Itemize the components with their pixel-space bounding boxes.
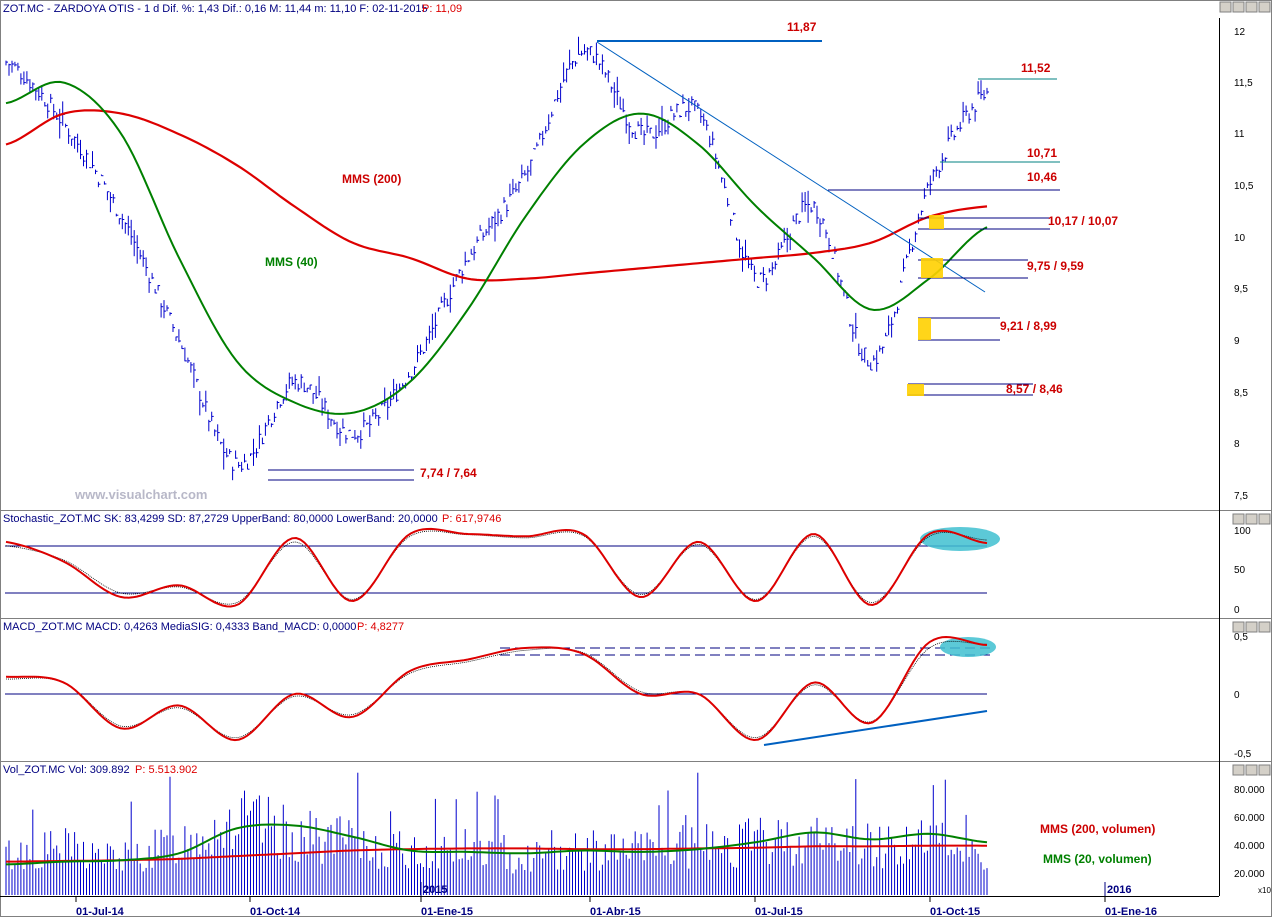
macd-minimize-button[interactable] (1232, 621, 1245, 633)
price-tick: 11 (1234, 129, 1245, 140)
price-tick: 8,5 (1234, 388, 1248, 399)
highlight-box (907, 384, 924, 396)
maximize-button[interactable] (1232, 1, 1245, 13)
downtrend-line (596, 41, 986, 293)
x-tick-label: 01-Ene-16 (1105, 906, 1157, 917)
year-label: 2015 (423, 884, 447, 896)
volume-series (5, 772, 988, 895)
macd-support-trendline (763, 710, 988, 746)
restore-button[interactable] (1245, 1, 1258, 13)
stoch-sd-line (5, 530, 988, 605)
level-label: 9,21 / 8,99 (1000, 319, 1057, 333)
stoch-tick: 100 (1234, 526, 1251, 537)
mms40-line (5, 80, 988, 415)
level-label: 7,74 / 7,64 (420, 466, 477, 480)
year-label: 2016 (1107, 884, 1131, 896)
price-panel-last: P: 11,09 (422, 3, 462, 15)
vol-last: P: 5.513.902 (135, 764, 197, 776)
vol-header: Vol_ZOT.MC Vol: 309.892 (3, 764, 130, 776)
mms40-label: MMS (40) (265, 255, 318, 269)
vol-minimize-button[interactable] (1232, 764, 1245, 776)
stoch-maximize-button[interactable] (1245, 513, 1258, 525)
price-series (5, 36, 989, 481)
mms200-label: MMS (200) (342, 172, 401, 186)
x-tick-label: 01-Oct-14 (250, 906, 301, 917)
stoch-header: Stochastic_ZOT.MC SK: 83,4299 SD: 87,272… (3, 513, 438, 525)
vol-mms20-line (5, 823, 988, 866)
level-label: 10,71 (1027, 146, 1057, 160)
x-tick-label: 01-Jul-14 (76, 906, 125, 917)
price-tick: 10 (1234, 233, 1246, 244)
macd-highlight-ellipse (940, 637, 996, 657)
vol-tick: 40.000 (1234, 841, 1265, 852)
price-tick: 12 (1234, 27, 1246, 38)
vol-maximize-button[interactable] (1245, 764, 1258, 776)
level-label: 9,75 / 9,59 (1027, 259, 1084, 273)
price-tick: 8 (1234, 439, 1240, 450)
vol-tick: 20.000 (1234, 869, 1265, 880)
highlight-box (921, 258, 943, 278)
vol-mms200-label: MMS (200, volumen) (1040, 822, 1155, 836)
stoch-close-button[interactable] (1258, 513, 1271, 525)
price-panel-header: ZOT.MC - ZARDOYA OTIS - 1 d Dif. %: 1,43… (3, 3, 428, 15)
vol-tick: 60.000 (1234, 813, 1265, 824)
vol-close-button[interactable] (1258, 764, 1271, 776)
price-axis: 12 11,5 11 10,5 10 9,5 9 8,5 8 7,5 (1234, 27, 1254, 502)
vol-mms20-label: MMS (20, volumen) (1043, 852, 1152, 866)
level-label: 10,46 (1027, 170, 1057, 184)
macd-close-button[interactable] (1258, 621, 1271, 633)
vol-mms200-line (6, 844, 987, 863)
x-tick-label: 01-Abr-15 (590, 906, 641, 917)
vol-tick: 80.000 (1234, 785, 1265, 796)
macd-tick: -0,5 (1234, 749, 1252, 760)
macd-maximize-button[interactable] (1245, 621, 1258, 633)
price-tick: 7,5 (1234, 491, 1248, 502)
macd-line (5, 635, 988, 742)
highlight-box (918, 318, 931, 340)
price-tick: 11,5 (1234, 78, 1253, 89)
minimize-button[interactable] (1219, 1, 1232, 13)
stoch-tick: 50 (1234, 565, 1246, 576)
price-tick: 9 (1234, 336, 1240, 347)
macd-last: P: 4,8277 (357, 621, 404, 633)
x-tick-label: 01-Ene-15 (421, 906, 473, 917)
stoch-tick: 0 (1234, 605, 1240, 616)
stoch-highlight-ellipse (920, 527, 1000, 551)
close-button[interactable] (1258, 1, 1271, 13)
x-tick-label: 01-Jul-15 (755, 906, 803, 917)
stoch-panel-buttons[interactable] (1232, 513, 1271, 525)
highlight-box (929, 215, 944, 229)
price-tick: 9,5 (1234, 284, 1248, 295)
macd-header: MACD_ZOT.MC MACD: 0,4263 MediaSIG: 0,433… (3, 621, 356, 633)
stoch-sk-line (5, 527, 988, 608)
level-label: 11,52 (1021, 61, 1051, 75)
vol-panel-buttons[interactable] (1232, 764, 1271, 776)
level-label: 11,87 (787, 20, 817, 34)
price-tick: 10,5 (1234, 181, 1254, 192)
macd-tick: 0 (1234, 690, 1240, 701)
stoch-last: P: 617,9746 (442, 513, 501, 525)
macd-tick: 0,5 (1234, 632, 1248, 643)
stoch-minimize-button[interactable] (1232, 513, 1245, 525)
macd-panel-buttons[interactable] (1232, 621, 1271, 633)
x-tick-label: 01-Oct-15 (930, 906, 980, 917)
mms200-line (5, 109, 988, 282)
watermark: www.visualchart.com (74, 487, 207, 502)
level-label: 8,57 / 8,46 (1006, 382, 1063, 396)
time-axis: 01-Jul-14 01-Oct-14 01-Ene-15 01-Abr-15 … (75, 897, 1157, 917)
vol-multiplier: x10 (1258, 886, 1271, 895)
level-label: 10,17 / 10,07 (1048, 214, 1118, 228)
price-panel-buttons[interactable] (1219, 1, 1271, 13)
